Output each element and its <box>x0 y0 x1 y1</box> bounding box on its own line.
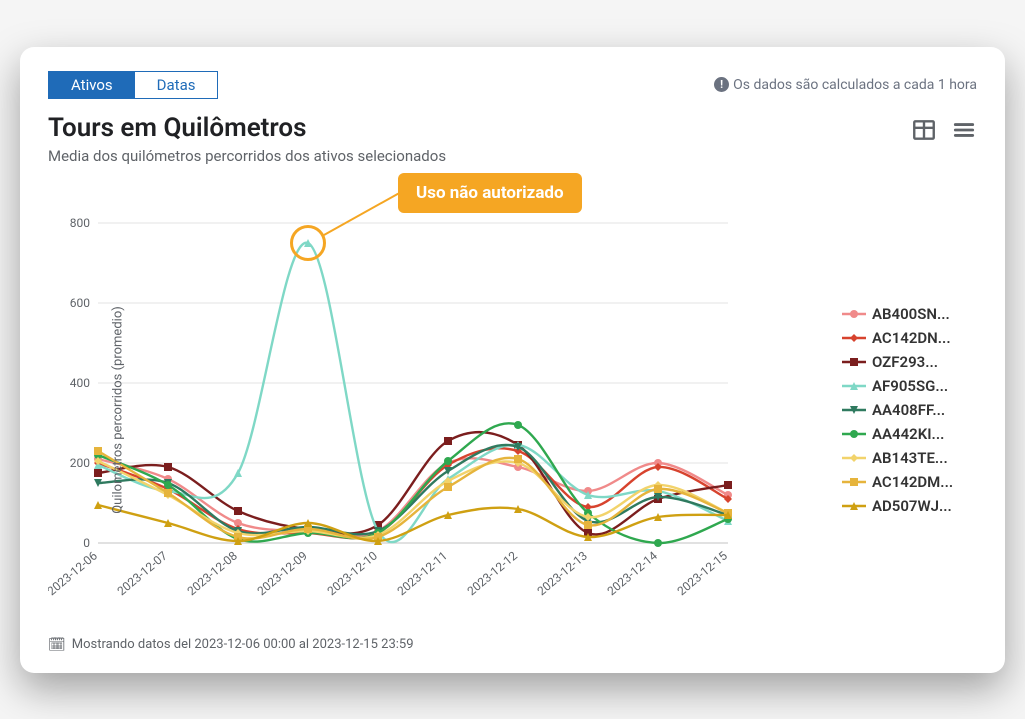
svg-text:2023-12-07: 2023-12-07 <box>115 548 171 598</box>
svg-text:200: 200 <box>70 456 90 470</box>
calendar-icon: 🗓 <box>48 637 66 653</box>
legend-label: AF905SG... <box>872 377 948 395</box>
legend-label: AB400SN... <box>872 305 950 323</box>
line-chart: 0 200 400 600 800 2023-12-06 2023-12-07 2023-12… <box>48 193 738 623</box>
view-tabs: Ativos Datas <box>48 71 218 99</box>
svg-text:2023-12-11: 2023-12-11 <box>395 548 450 598</box>
table-view-icon[interactable] <box>911 117 937 143</box>
legend-label: AB143TE... <box>872 449 948 467</box>
svg-text:400: 400 <box>70 376 90 390</box>
svg-text:2023-12-06: 2023-12-06 <box>48 548 100 598</box>
svg-text:2023-12-14: 2023-12-14 <box>605 548 661 598</box>
page-subtitle: Media dos quilómetros percorridos dos at… <box>48 147 446 165</box>
date-range-footer: 🗓 Mostrando datos del 2023-12-06 00:00 a… <box>48 637 977 653</box>
refresh-info-text: Os dados são calculados a cada 1 hora <box>733 77 977 93</box>
svg-text:2023-12-12: 2023-12-12 <box>465 548 521 598</box>
svg-text:0: 0 <box>83 536 90 550</box>
callout-circle <box>290 225 326 261</box>
legend-label: AA442KI... <box>872 425 944 443</box>
legend-label: AA408FF... <box>872 401 945 419</box>
svg-text:600: 600 <box>70 296 90 310</box>
legend-item[interactable]: AD507WJ... <box>842 497 977 515</box>
tab-ativos[interactable]: Ativos <box>49 72 135 98</box>
legend-label: OZF293... <box>872 353 938 371</box>
legend-label: AD507WJ... <box>872 497 952 515</box>
y-axis-label: Quilometros percorridos (promedio) <box>110 306 125 514</box>
tab-datas[interactable]: Datas <box>135 72 218 98</box>
legend-item[interactable]: AA408FF... <box>842 401 977 419</box>
chart-area: Quilometros percorridos (promedio) 0 200 4… <box>48 193 822 627</box>
legend-item[interactable]: OZF293... <box>842 353 977 371</box>
legend-item[interactable]: AF905SG... <box>842 377 977 395</box>
svg-text:2023-12-15: 2023-12-15 <box>675 548 731 598</box>
legend-item[interactable]: AC142DN... <box>842 329 977 347</box>
svg-text:800: 800 <box>70 216 90 230</box>
legend-item[interactable]: AA442KI... <box>842 425 977 443</box>
page-title: Tours em Quilômetros <box>48 113 446 143</box>
callout-label: Uso não autorizado <box>398 173 582 213</box>
svg-text:2023-12-13: 2023-12-13 <box>535 548 590 598</box>
svg-text:2023-12-08: 2023-12-08 <box>185 548 241 598</box>
refresh-info: ! Os dados são calculados a cada 1 hora <box>714 77 977 93</box>
legend-item[interactable]: AB143TE... <box>842 449 977 467</box>
legend-item[interactable]: AC142DM... <box>842 473 977 491</box>
svg-text:2023-12-09: 2023-12-09 <box>255 548 310 598</box>
info-icon: ! <box>714 77 729 92</box>
legend-item[interactable]: AB400SN... <box>842 305 977 323</box>
legend-label: AC142DM... <box>872 473 953 491</box>
legend-label: AC142DN... <box>872 329 951 347</box>
svg-text:2023-12-10: 2023-12-10 <box>325 548 381 598</box>
chart-legend: AB400SN... AC142DN... OZF293... AF905SG... A… <box>822 193 977 627</box>
menu-icon[interactable] <box>951 117 977 143</box>
date-range-text: Mostrando datos del 2023-12-06 00:00 al … <box>72 637 414 652</box>
